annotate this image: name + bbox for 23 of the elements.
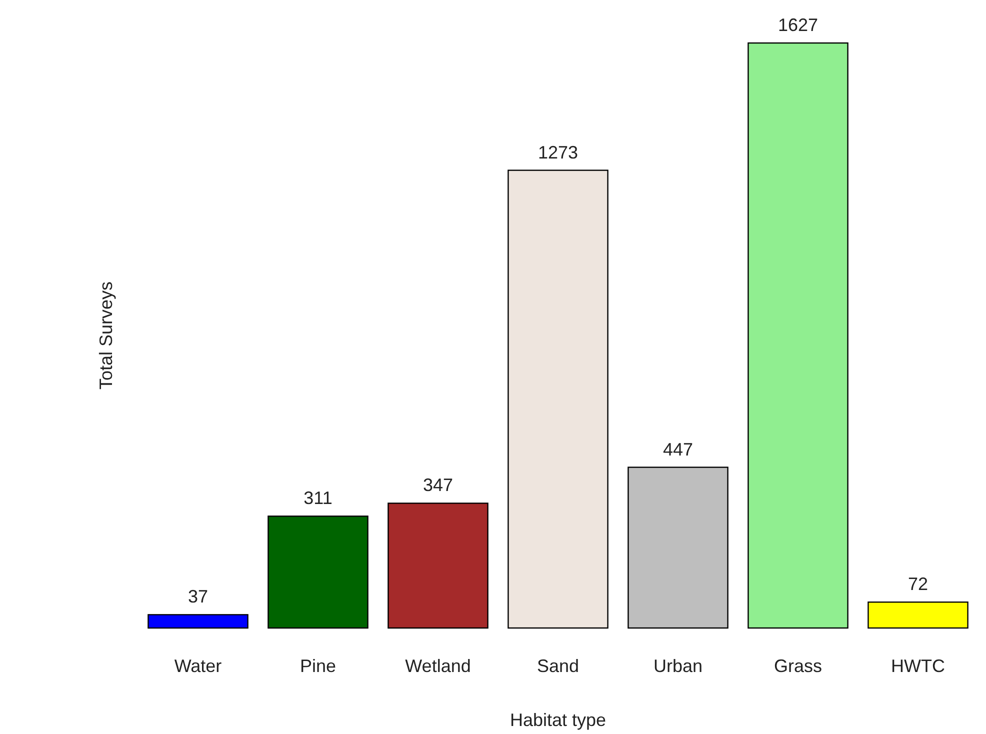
- bar: [388, 502, 488, 629]
- x-tick-label: Water: [174, 656, 222, 676]
- x-tick-label: Grass: [774, 656, 822, 676]
- data-label: 347: [422, 475, 454, 496]
- data-label: 311: [304, 488, 332, 508]
- data-label: 447: [662, 439, 694, 460]
- bar: [628, 466, 728, 629]
- bar: [268, 516, 368, 629]
- y-axis-title: Total Surveys: [96, 281, 116, 390]
- bar: [868, 602, 968, 629]
- data-label: 1627: [778, 15, 818, 35]
- x-tick-label: Urban: [653, 656, 703, 676]
- bar: [508, 170, 608, 629]
- x-axis-title: Habitat type: [510, 710, 606, 730]
- bar: [748, 42, 848, 629]
- x-tick-label: HWTC: [891, 656, 945, 676]
- x-tick-label: Wetland: [405, 656, 471, 676]
- x-tick-label: Sand: [536, 656, 580, 676]
- data-label: 37: [188, 586, 208, 607]
- data-label: 1273: [538, 142, 578, 162]
- bar: [148, 614, 248, 629]
- data-label: 72: [908, 574, 928, 594]
- x-tick-label: Pine: [300, 656, 336, 676]
